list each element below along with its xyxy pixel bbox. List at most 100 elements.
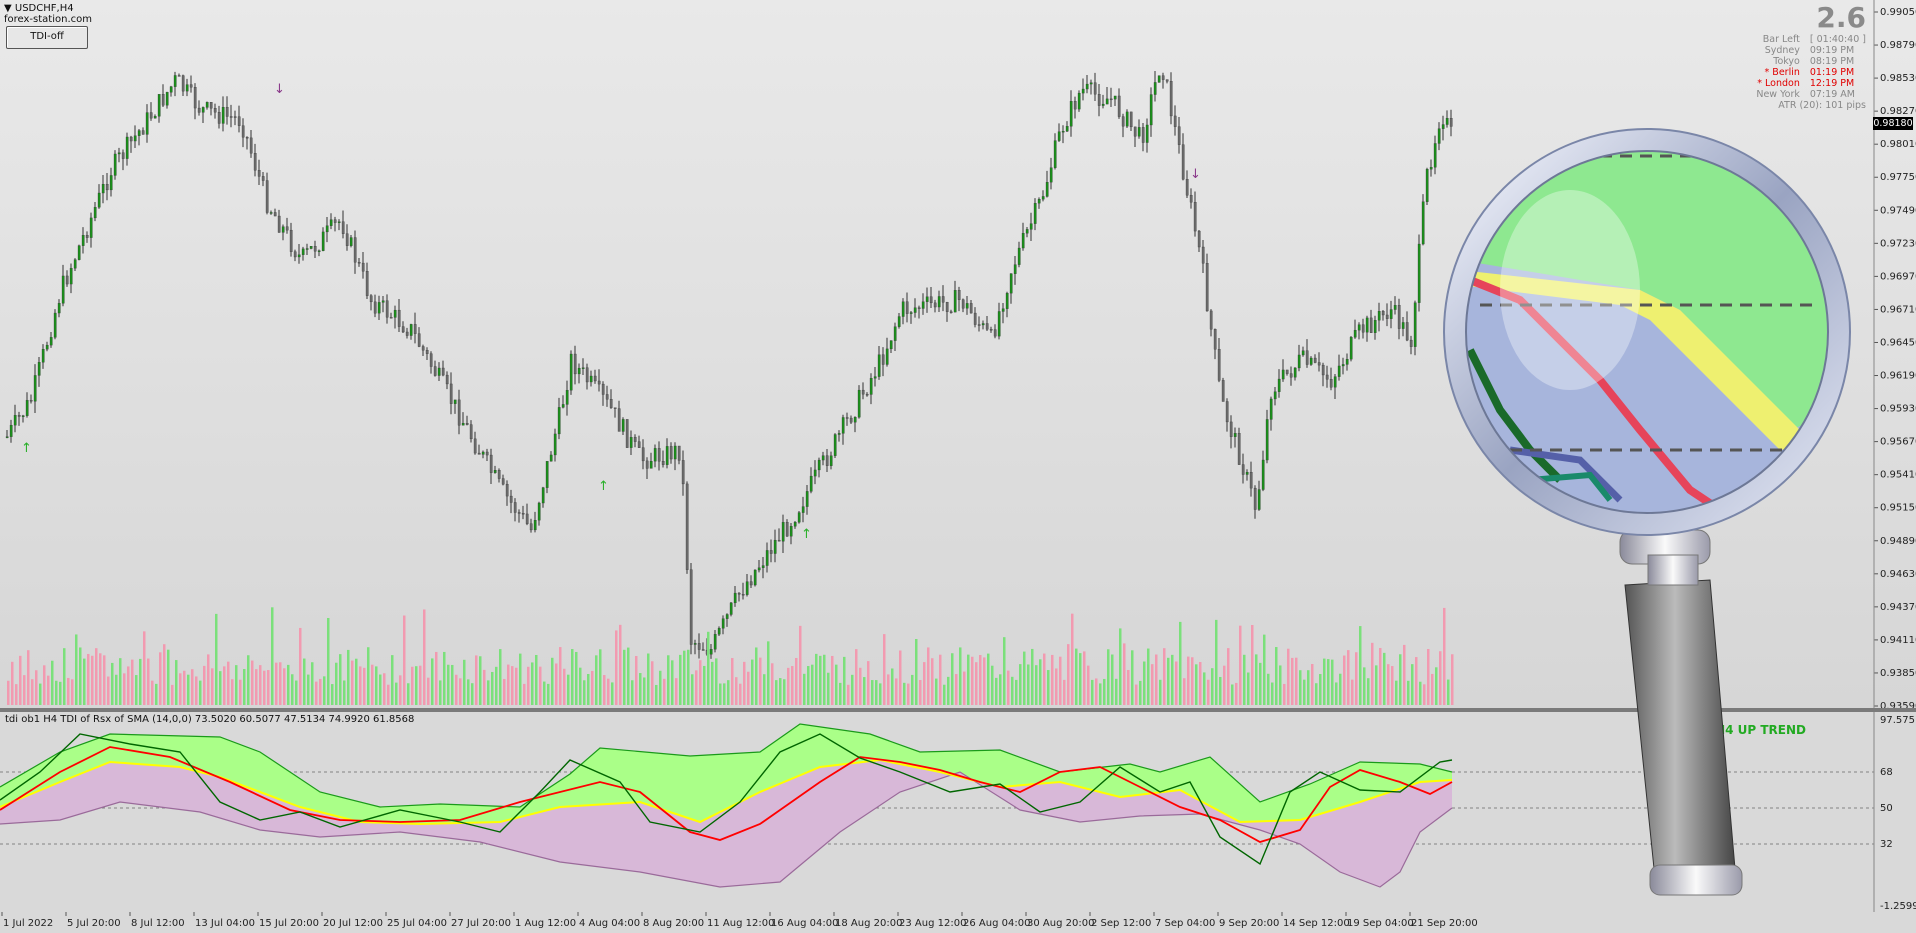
- volume-bar: [175, 660, 178, 705]
- volume-bar: [43, 665, 46, 705]
- candle-body: [465, 422, 469, 425]
- volume-bar: [1187, 656, 1190, 705]
- volume-bar: [287, 664, 290, 705]
- candle-body: [185, 84, 189, 92]
- session-row: Tokyo 08:19 PM: [1746, 56, 1866, 67]
- candle-body: [437, 367, 441, 376]
- candle-body: [1281, 369, 1285, 380]
- candle-body: [1289, 373, 1293, 378]
- volume-bar: [423, 609, 426, 705]
- dropdown-icon[interactable]: ▼: [4, 3, 12, 14]
- volume-bar: [1451, 654, 1454, 705]
- candle-body: [301, 248, 305, 255]
- volume-bar: [615, 630, 618, 705]
- candle-body: [1293, 367, 1297, 378]
- volume-bar: [19, 655, 22, 705]
- time-tick-label: 1 Aug 12:00: [515, 918, 576, 929]
- volume-bar: [675, 678, 678, 705]
- tdi-indicator-chart: 97.575 68 50 32 -1.2599: [0, 712, 1916, 912]
- candle-body: [189, 84, 193, 88]
- candle-body: [713, 634, 717, 650]
- candle-body: [685, 483, 689, 570]
- candle-body: [549, 454, 553, 462]
- candle-body: [1321, 364, 1325, 376]
- volume-bar: [1207, 679, 1210, 705]
- candle-body: [1225, 401, 1229, 423]
- level-label: -1.2599: [1880, 901, 1916, 912]
- candle-body: [1221, 380, 1225, 402]
- volume-bar: [311, 662, 314, 705]
- volume-bar: [379, 674, 382, 705]
- session-row: New York 07:19 AM: [1746, 89, 1866, 100]
- candle-body: [781, 522, 785, 542]
- volume-bar: [727, 680, 730, 705]
- candle-body: [401, 326, 405, 333]
- volume-bar: [1419, 681, 1422, 705]
- candle-body: [161, 94, 165, 106]
- volume-bar: [887, 674, 890, 705]
- candle-body: [589, 375, 593, 383]
- pane-divider[interactable]: [0, 708, 1916, 712]
- volume-bar: [1011, 676, 1014, 705]
- candle-body: [525, 513, 529, 524]
- volume-bar: [1443, 607, 1446, 705]
- candle-body: [741, 594, 745, 596]
- volume-bar: [843, 656, 846, 705]
- candle-body: [1441, 124, 1445, 129]
- candle-body: [509, 495, 513, 503]
- candle-body: [617, 408, 621, 432]
- volume-bar: [499, 649, 502, 705]
- candle-body: [545, 461, 549, 488]
- volume-bar: [119, 658, 122, 705]
- candle-body: [417, 333, 421, 347]
- volume-bar: [931, 658, 934, 705]
- volume-bar: [711, 661, 714, 705]
- candle-body: [333, 219, 337, 223]
- candle-body: [1317, 362, 1321, 366]
- candle-body: [421, 346, 425, 351]
- candle-body: [1001, 308, 1005, 312]
- candle-body: [177, 75, 181, 77]
- candle-body: [853, 417, 857, 423]
- session-label: * London: [1757, 78, 1800, 89]
- volume-bar: [1311, 664, 1314, 705]
- volume-bar: [659, 670, 662, 705]
- candle-body: [1113, 95, 1117, 100]
- volume-bar: [39, 683, 42, 705]
- volume-bar: [703, 665, 706, 705]
- candle-body: [957, 290, 961, 300]
- volume-bar: [1407, 680, 1410, 705]
- candle-body: [521, 513, 525, 515]
- candle-body: [1389, 309, 1393, 319]
- sell-arrow-icon: ↓: [274, 82, 285, 97]
- volume-bar: [1215, 619, 1218, 705]
- tdi-toggle-button[interactable]: TDI-off: [6, 26, 88, 49]
- volume-bar: [899, 650, 902, 705]
- candle-body: [885, 348, 889, 365]
- volume-bar: [83, 658, 86, 705]
- candle-body: [749, 581, 753, 586]
- candle-body: [149, 112, 153, 119]
- volume-bar: [855, 649, 858, 705]
- volume-bar: [739, 683, 742, 705]
- volume-bar: [87, 653, 90, 705]
- volume-bar: [75, 634, 78, 705]
- candle-body: [405, 331, 409, 336]
- volume-bar: [579, 667, 582, 705]
- volume-bar: [1319, 674, 1322, 705]
- symbol-label: USDCHF,H4: [14, 3, 74, 14]
- candle-body: [721, 618, 725, 629]
- volume-bar: [431, 658, 434, 705]
- volume-bar: [315, 681, 318, 705]
- indicator-pane[interactable]: 97.575 68 50 32 -1.2599: [0, 712, 1916, 912]
- candle-body: [693, 643, 697, 645]
- atr-readout: ATR (20): 101 pips: [1778, 100, 1866, 111]
- session-row: Bar Left [ 01:40:40 ]: [1746, 34, 1866, 45]
- candle-body: [1065, 126, 1069, 132]
- candle-body: [1229, 421, 1233, 437]
- candle-body: [997, 311, 1001, 337]
